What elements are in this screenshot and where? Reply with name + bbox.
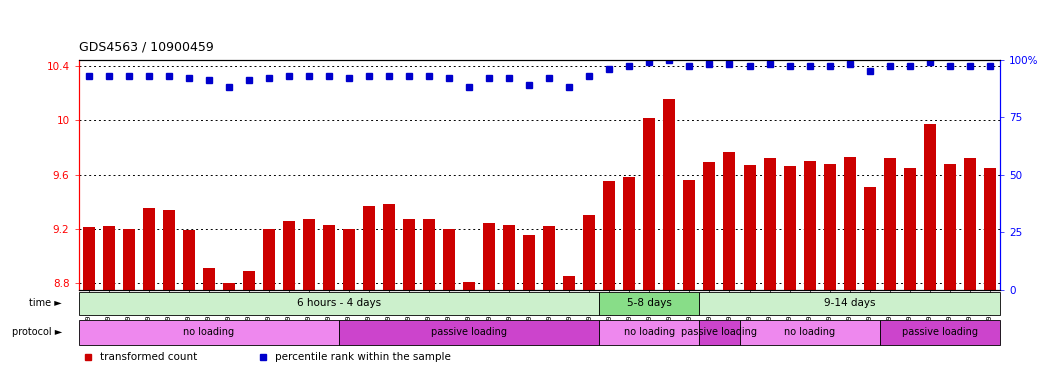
Bar — [623, 177, 636, 290]
Text: passive loading: passive loading — [431, 327, 507, 337]
Bar — [699, 319, 739, 345]
Bar — [443, 229, 455, 290]
Bar — [343, 229, 355, 290]
Bar — [79, 319, 339, 345]
Bar — [864, 187, 875, 290]
Bar — [763, 158, 776, 290]
Bar — [824, 164, 836, 290]
Bar — [804, 161, 816, 290]
Bar — [182, 230, 195, 290]
Bar — [303, 219, 315, 290]
Text: 6 hours - 4 days: 6 hours - 4 days — [297, 298, 381, 308]
Text: protocol ►: protocol ► — [12, 327, 62, 337]
Bar — [583, 215, 596, 290]
Bar — [904, 168, 916, 290]
Bar — [243, 271, 254, 290]
Text: transformed count: transformed count — [99, 352, 197, 362]
Bar — [83, 227, 94, 290]
Bar — [79, 292, 599, 315]
Text: no loading: no loading — [784, 327, 836, 337]
Text: GDS4563 / 10900459: GDS4563 / 10900459 — [79, 41, 214, 54]
Bar — [563, 276, 575, 290]
Bar — [339, 319, 599, 345]
Bar — [664, 99, 675, 290]
Bar — [923, 124, 936, 290]
Text: passive loading: passive loading — [901, 327, 978, 337]
Bar — [844, 157, 855, 290]
Text: 9-14 days: 9-14 days — [824, 298, 875, 308]
Bar — [504, 225, 515, 290]
Bar — [203, 268, 215, 290]
Bar — [603, 181, 616, 290]
Bar — [403, 219, 415, 290]
Bar — [142, 209, 155, 290]
Bar — [884, 158, 896, 290]
Bar — [524, 235, 535, 290]
Text: time ►: time ► — [29, 298, 62, 308]
Bar — [103, 226, 114, 290]
Text: percentile rank within the sample: percentile rank within the sample — [274, 352, 450, 362]
Bar — [964, 158, 976, 290]
Text: no loading: no loading — [624, 327, 675, 337]
Bar — [599, 292, 699, 315]
Text: no loading: no loading — [183, 327, 235, 337]
Bar — [739, 319, 879, 345]
Bar — [599, 319, 699, 345]
Bar — [699, 292, 1000, 315]
Bar — [984, 168, 996, 290]
Bar — [643, 118, 655, 290]
Bar — [423, 219, 436, 290]
Bar — [783, 166, 796, 290]
Bar — [383, 204, 395, 290]
Text: 5-8 days: 5-8 days — [627, 298, 672, 308]
Bar — [283, 220, 295, 290]
Bar — [162, 210, 175, 290]
Bar — [743, 165, 756, 290]
Bar — [263, 229, 274, 290]
Bar — [223, 283, 235, 290]
Bar — [723, 152, 735, 290]
Bar — [122, 229, 135, 290]
Bar — [943, 164, 956, 290]
Text: passive loading: passive loading — [682, 327, 757, 337]
Bar — [704, 162, 715, 290]
Bar — [543, 226, 555, 290]
Bar — [684, 180, 695, 290]
Bar — [322, 225, 335, 290]
Bar — [463, 281, 475, 290]
Bar — [363, 206, 375, 290]
Bar — [879, 319, 1000, 345]
Bar — [483, 223, 495, 290]
